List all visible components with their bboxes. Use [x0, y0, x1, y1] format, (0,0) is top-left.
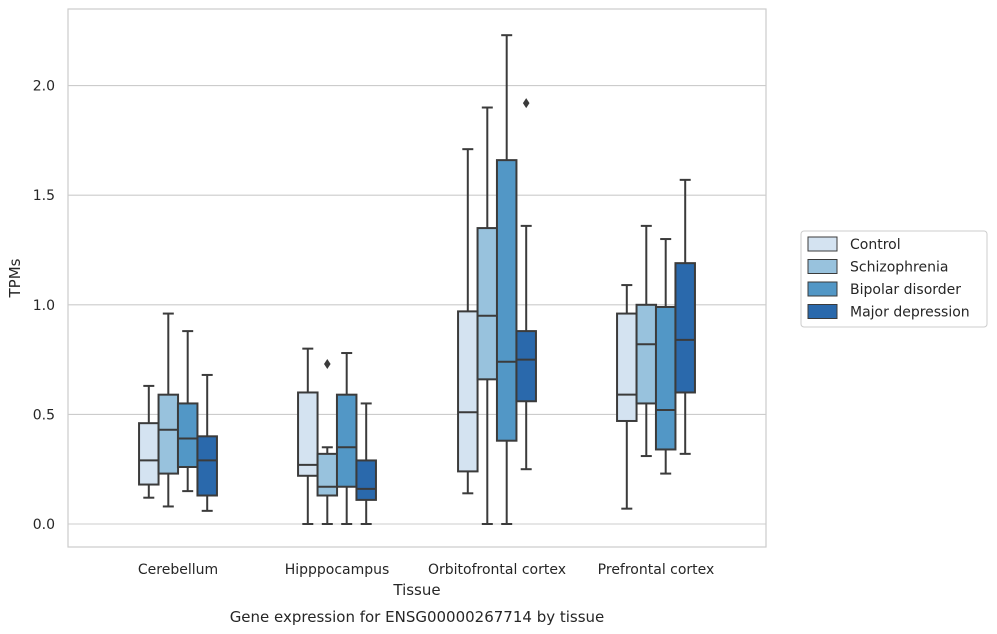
outlier-point	[522, 98, 530, 109]
iqr-box	[457, 310, 479, 473]
iqr-box	[654, 305, 677, 451]
legend-item: Schizophrenia	[807, 259, 948, 276]
box-item	[674, 178, 696, 455]
box-item	[616, 284, 638, 510]
y-tick-label: 2.0	[33, 79, 55, 95]
legend-swatch	[807, 281, 838, 297]
box-item	[654, 238, 677, 475]
series-schizophrenia	[157, 106, 658, 525]
outlier-point	[324, 358, 331, 369]
box-item	[157, 312, 180, 508]
iqr-box	[157, 393, 180, 475]
x-axis-title: Tissue	[392, 581, 440, 599]
iqr-box	[674, 262, 696, 394]
x-tick-label: Prefrontal cortex	[598, 562, 715, 578]
y-tick-labels: 0.0 0.5 1.0 1.5 2.0	[33, 79, 55, 533]
iqr-box	[196, 435, 218, 497]
legend-item: Bipolar disorder	[807, 281, 961, 298]
box-item	[176, 330, 199, 493]
box-item	[138, 384, 160, 499]
iqr-box	[297, 391, 319, 477]
x-tick-label: Hipppocampus	[285, 562, 390, 578]
box-item	[196, 373, 218, 512]
iqr-box	[495, 159, 518, 442]
y-tick-label: 0.0	[33, 517, 55, 533]
box-item	[476, 106, 499, 525]
legend-label: Control	[850, 237, 901, 253]
box-item	[297, 347, 319, 525]
iqr-box	[176, 402, 199, 469]
legend: Control Schizophrenia Bipolar disorder Majo…	[800, 230, 988, 328]
plot-frame	[67, 8, 767, 548]
box-item	[335, 352, 358, 525]
legend-swatch	[807, 236, 838, 252]
legend-label: Bipolar disorder	[850, 282, 961, 298]
x-tick-label: Cerebellum	[138, 562, 218, 578]
iqr-box	[355, 459, 377, 501]
y-tick-label: 1.5	[33, 188, 55, 204]
legend-frame	[800, 230, 988, 328]
box-item	[316, 358, 339, 525]
y-axis-title: TPMs	[6, 258, 24, 298]
box-item	[495, 34, 518, 525]
x-tick-label: Orbitofrontal cortex	[428, 562, 566, 578]
iqr-box	[316, 452, 339, 497]
legend-swatch	[807, 304, 838, 319]
box-plot-series	[138, 34, 696, 525]
iqr-box	[515, 330, 537, 403]
iqr-box	[335, 393, 358, 488]
iqr-box	[635, 303, 658, 405]
box-item	[355, 402, 377, 525]
box-item	[457, 148, 479, 495]
series-bipolar-disorder	[176, 34, 677, 525]
iqr-box	[616, 312, 638, 422]
legend-item: Major depression	[807, 304, 970, 321]
x-tick-labels: Cerebellum Hipppocampus Orbitofrontal cort…	[138, 562, 714, 578]
iqr-box	[476, 227, 499, 381]
box-item	[635, 224, 658, 458]
legend-label: Major depression	[850, 305, 970, 321]
y-tick-label: 0.5	[33, 407, 55, 423]
series-major-depression	[196, 98, 696, 525]
legend-label: Schizophrenia	[850, 260, 948, 276]
chart-caption: Gene expression for ENSG00000267714 by t…	[230, 608, 605, 626]
iqr-box	[138, 422, 160, 486]
y-tick-label: 1.0	[33, 298, 55, 314]
legend-item: Control	[807, 236, 901, 253]
box-item	[515, 98, 537, 471]
legend-swatch	[807, 259, 838, 274]
